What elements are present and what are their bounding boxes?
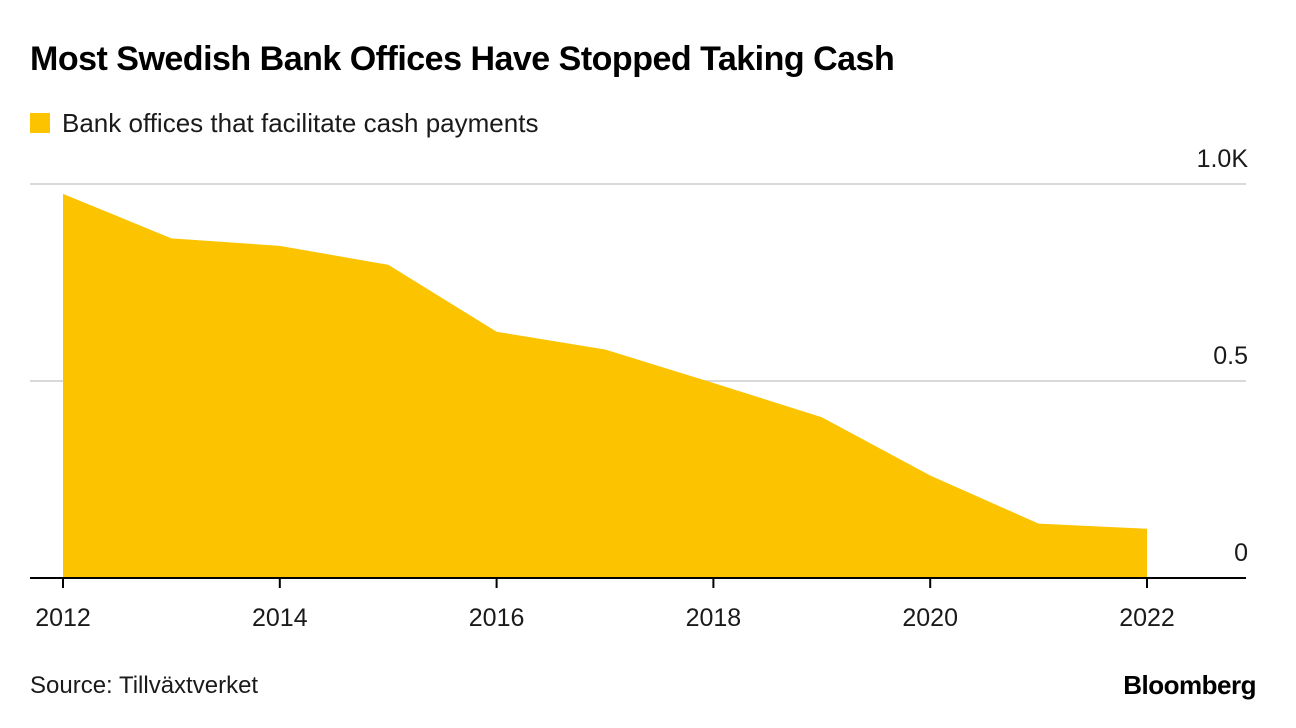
x-tick-label: 2016: [469, 604, 525, 632]
legend: Bank offices that facilitate cash paymen…: [30, 108, 538, 138]
y-tick-label: 1.0K: [1197, 145, 1249, 173]
chart-title: Most Swedish Bank Offices Have Stopped T…: [30, 40, 895, 78]
y-tick-label: 0: [1234, 539, 1248, 567]
x-tick-label: 2014: [252, 604, 308, 632]
source-note: Source: Tillväxtverket: [30, 672, 259, 699]
x-tick-label: 2022: [1119, 604, 1175, 632]
y-tick-label: 0.5: [1213, 342, 1248, 370]
bloomberg-logo: Bloomberg: [1123, 670, 1256, 700]
x-tick-label: 2020: [902, 604, 958, 632]
legend-swatch: [30, 113, 50, 133]
x-tick-label: 2018: [686, 604, 742, 632]
area-series: [63, 193, 1147, 578]
legend-label: Bank offices that facilitate cash paymen…: [62, 107, 539, 138]
x-tick-label: 2012: [35, 604, 91, 632]
